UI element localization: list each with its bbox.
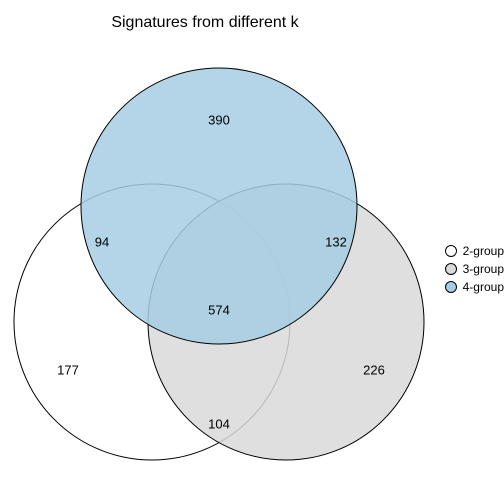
- legend-label-4-group: 4-group: [463, 280, 504, 294]
- legend-label-3-group: 3-group: [463, 262, 504, 276]
- legend: 2-group 3-group 4-group: [445, 242, 504, 296]
- region-3-and-4-group: 132: [325, 235, 347, 250]
- legend-swatch-3-group: [445, 263, 457, 275]
- region-all-groups: 574: [208, 303, 230, 318]
- venn-chart: Signatures from different k 177 226 390 …: [0, 0, 504, 504]
- legend-swatch-2-group: [445, 245, 457, 257]
- venn-svg: [0, 0, 504, 504]
- legend-item-2-group: 2-group: [445, 242, 504, 260]
- region-2-and-4-group: 94: [95, 235, 109, 250]
- region-2-and-3-group: 104: [208, 417, 230, 432]
- legend-swatch-4-group: [445, 281, 457, 293]
- legend-item-3-group: 3-group: [445, 260, 504, 278]
- region-only-3-group: 226: [363, 363, 385, 378]
- region-only-2-group: 177: [57, 363, 79, 378]
- legend-label-2-group: 2-group: [463, 244, 504, 258]
- region-only-4-group: 390: [208, 113, 230, 128]
- legend-item-4-group: 4-group: [445, 278, 504, 296]
